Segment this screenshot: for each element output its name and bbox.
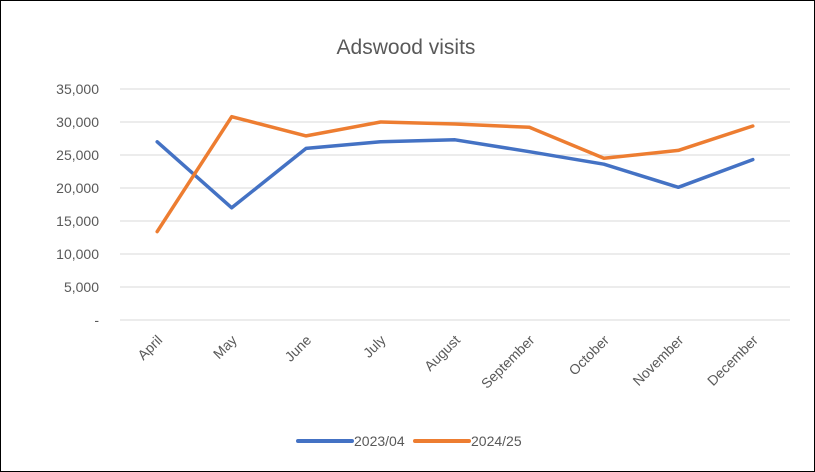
x-tick-label: August — [421, 332, 463, 374]
y-tick-label: 5,000 — [64, 279, 99, 295]
y-tick-label: 15,000 — [56, 213, 99, 229]
legend-label: 2023/04 — [354, 433, 405, 449]
series-lines — [155, 114, 755, 234]
legend: 2023/04 2024/25 — [296, 433, 522, 449]
y-tick-label: 25,000 — [56, 147, 99, 163]
y-axis-tick-labels: - 5,000 10,000 15,000 20,000 25,000 30,000 35,0… — [56, 81, 99, 328]
y-tick-label: - — [94, 312, 99, 328]
y-tick-label: 10,000 — [56, 246, 99, 262]
x-tick-label: July — [360, 332, 389, 361]
gridlines — [120, 88, 790, 321]
x-tick-label: October — [565, 332, 612, 379]
x-tick-label: June — [281, 332, 314, 365]
series-line — [155, 114, 755, 234]
x-tick-label: May — [210, 332, 240, 362]
y-tick-label: 30,000 — [56, 114, 99, 130]
y-tick-label: 35,000 — [56, 81, 99, 97]
x-axis-tick-labels: April May June July August September October No… — [134, 332, 761, 392]
x-tick-label: April — [134, 332, 165, 363]
x-tick-label: December — [704, 332, 761, 389]
legend-label: 2024/25 — [471, 433, 522, 449]
chart-title: Adswood visits — [337, 36, 476, 59]
y-tick-label: 20,000 — [56, 180, 99, 196]
x-tick-label: November — [629, 332, 686, 389]
x-tick-label: September — [478, 332, 538, 392]
series-line — [155, 138, 755, 210]
